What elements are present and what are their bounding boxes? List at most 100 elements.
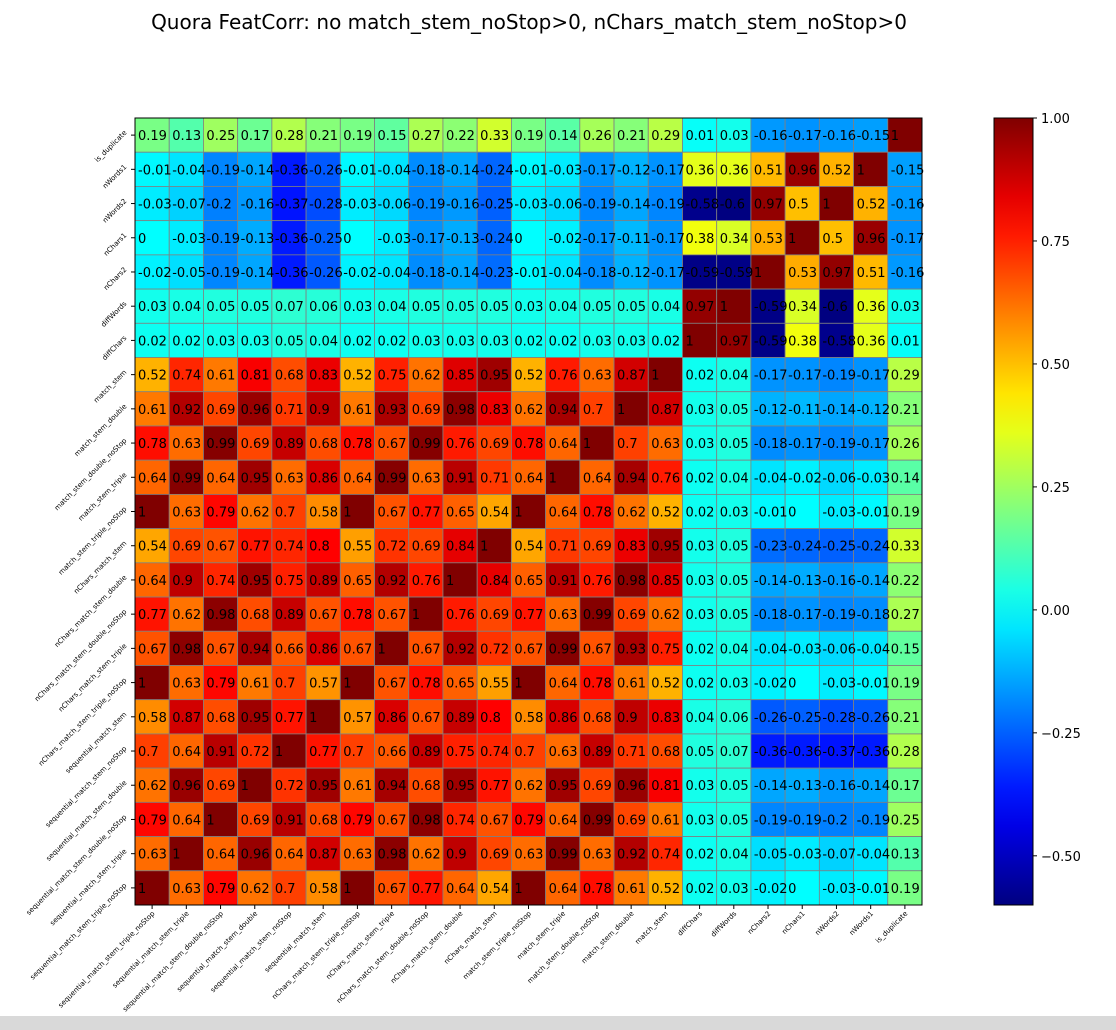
cell-value-label: 0.03 (138, 300, 167, 315)
cell-value-label: 0.64 (549, 437, 578, 452)
cell-value-label: 0.17 (241, 129, 270, 144)
heatmap-cell (716, 425, 752, 461)
heatmap-cell (374, 322, 410, 358)
cell-value-label: 0.68 (412, 779, 441, 794)
heatmap-cell (203, 733, 239, 769)
cell-value-label: 0.68 (275, 369, 304, 384)
heatmap-cell (442, 733, 478, 769)
window-bottom-scrollbar[interactable] (0, 1016, 1116, 1030)
heatmap-cell (510, 322, 547, 358)
cell-value-label: -0.16 (822, 129, 856, 144)
cell-value-label: 0.75 (275, 574, 304, 589)
heatmap-cell (339, 151, 375, 187)
heatmap-cell (374, 391, 410, 427)
cell-value-label: 0.05 (720, 608, 749, 623)
cell-value-label: 0.55 (480, 677, 509, 692)
heatmap-cell (545, 357, 581, 393)
heatmap-cell (853, 528, 889, 564)
cell-value-label: -0.16 (891, 198, 925, 213)
cell-value-label: 0.97 (754, 198, 783, 213)
cell-value-label: 0.63 (549, 745, 578, 760)
colorbar-tick-label: 0.75 (1041, 235, 1070, 250)
cell-value-label: 0.89 (309, 574, 338, 589)
heatmap-cell (647, 596, 683, 632)
cell-value-label: 0.98 (172, 642, 201, 657)
cell-value-label: 0.03 (720, 677, 749, 692)
cell-value-label: 1 (514, 506, 522, 521)
heatmap-cell (374, 117, 410, 153)
cell-value-label: 0.65 (343, 574, 372, 589)
cell-value-label: 0.75 (651, 642, 680, 657)
cell-value-label: 0.03 (583, 334, 612, 349)
heatmap-cell (682, 459, 718, 495)
cell-value-label: 0.67 (378, 608, 407, 623)
cell-value-label: 1 (549, 471, 557, 486)
cell-value-label: 0.98 (412, 813, 441, 828)
cell-value-label: 0.78 (412, 677, 441, 692)
heatmap-cell (134, 391, 170, 427)
heatmap-cell (750, 493, 786, 530)
cell-value-label: 1 (514, 882, 522, 897)
cell-value-label: -0.16 (446, 198, 480, 213)
cell-value-label: 0.96 (172, 779, 201, 794)
cell-value-label: 1 (275, 745, 283, 760)
cell-value-label: 0.78 (343, 608, 372, 623)
cell-value-label: -0.04 (378, 163, 412, 178)
heatmap-cell (545, 425, 581, 461)
cell-value-label: 0.68 (241, 608, 270, 623)
heatmap-cell (784, 767, 820, 803)
row-tick-label: nChars2 (102, 266, 128, 292)
cell-value-label: 0.69 (206, 779, 235, 794)
heatmap-cell (237, 596, 273, 632)
cell-value-label: -0.24 (480, 163, 514, 178)
cell-value-label: 0.69 (241, 813, 270, 828)
cell-value-label: 0.04 (720, 369, 749, 384)
heatmap-cell (579, 665, 615, 701)
cell-value-label: 0.05 (583, 300, 612, 315)
heatmap-cell (271, 767, 307, 803)
cell-value-label: -0.03 (378, 232, 412, 247)
heatmap-cell (887, 459, 923, 495)
heatmap-cell (613, 767, 649, 803)
cell-value-label: -0.17 (651, 163, 685, 178)
cell-value-label: 0.71 (275, 403, 304, 418)
heatmap-cell (545, 322, 581, 358)
cell-value-label: 0.96 (857, 232, 886, 247)
heatmap-cell (203, 220, 239, 256)
heatmap-cell (168, 186, 204, 222)
cell-value-label: -0.18 (754, 437, 788, 452)
cell-value-label: -0.16 (754, 129, 788, 144)
cell-value-label: 0.67 (378, 882, 407, 897)
heatmap-cell (305, 767, 341, 803)
heatmap-cell (853, 596, 889, 632)
heatmap-cell (442, 288, 478, 324)
heatmap-cell (853, 459, 889, 495)
heatmap-cell (647, 117, 683, 153)
heatmap-cell (784, 151, 820, 187)
heatmap-cell (374, 459, 410, 495)
heatmap-cell (682, 288, 718, 324)
cell-value-label: -0.24 (788, 540, 822, 555)
cell-value-label: 0.63 (583, 848, 612, 863)
heatmap-cell (442, 493, 478, 530)
cell-value-label: 0.79 (206, 677, 235, 692)
cell-value-label: 0.79 (138, 813, 167, 828)
cell-value-label: 0.64 (138, 471, 167, 486)
heatmap-cell (887, 391, 923, 427)
cell-value-label: 0.03 (685, 574, 714, 589)
cell-value-label: 0.02 (138, 334, 167, 349)
cell-value-label: 1 (378, 642, 386, 657)
cell-value-label: 0.64 (206, 848, 235, 863)
cell-value-label: 0.75 (446, 745, 475, 760)
cell-value-label: 0.62 (412, 369, 441, 384)
cell-value-label: 0.06 (720, 711, 749, 726)
heatmap-cell (237, 459, 273, 495)
colorbar-tick-label: 1.00 (1041, 112, 1070, 127)
col-tick-label: diffChars (676, 910, 704, 938)
heatmap-cell (374, 151, 410, 187)
heatmap-cell (716, 459, 752, 495)
heatmap-cell (887, 870, 923, 906)
cell-value-label: 1 (651, 369, 659, 384)
cell-value-label: 0.76 (412, 574, 441, 589)
col-tick-label: nChars_match_stem_double (389, 910, 464, 985)
